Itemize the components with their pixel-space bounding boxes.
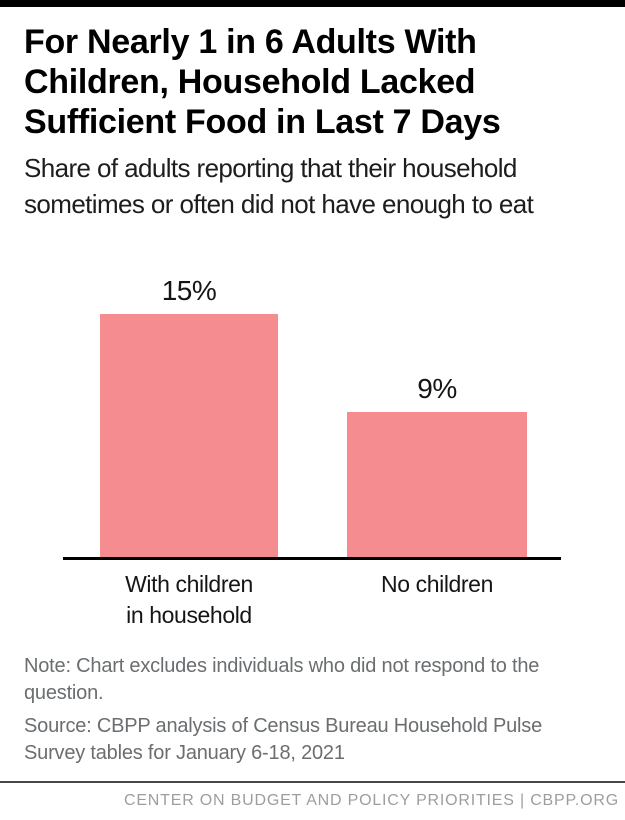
chart-note-line-1: Note: Chart excludes individuals who did… bbox=[24, 655, 540, 677]
category-label-with-children-line-1: With children bbox=[125, 571, 253, 597]
chart-note: Note: Chart excludes individuals who did… bbox=[24, 653, 609, 707]
chart-title-line-1: For Nearly 1 in 6 Adults With bbox=[24, 23, 477, 61]
category-label-no-children: No children bbox=[287, 569, 587, 600]
bar-no-children bbox=[347, 412, 527, 560]
footer-divider bbox=[0, 781, 625, 783]
footer-branding: CENTER ON BUDGET AND POLICY PRIORITIES |… bbox=[123, 792, 619, 809]
bar-with-children bbox=[100, 314, 278, 560]
category-label-with-children: With children in household bbox=[39, 569, 339, 631]
bar-value-label-no-children: 9% bbox=[417, 373, 457, 404]
x-axis-baseline bbox=[63, 557, 561, 560]
chart-source-line-1: Source: CBPP analysis of Census Bureau H… bbox=[24, 715, 543, 737]
chart-source: Source: CBPP analysis of Census Bureau H… bbox=[24, 713, 609, 767]
top-accent-bar bbox=[0, 0, 625, 7]
chart-subtitle-line-1: Share of adults reporting that their hou… bbox=[24, 153, 517, 183]
chart-title-line-2: Children, Household Lacked bbox=[24, 63, 476, 101]
category-label-with-children-line-2: in household bbox=[126, 602, 252, 628]
bar-value-label-with-children: 15% bbox=[161, 275, 217, 306]
chart-subtitle-line-2: sometimes or often did not have enough t… bbox=[24, 189, 534, 219]
chart-subtitle: Share of adults reporting that their hou… bbox=[24, 150, 609, 222]
chart-title-line-3: Sufficient Food in Last 7 Days bbox=[24, 103, 501, 141]
chart-title: For Nearly 1 in 6 Adults With Children, … bbox=[24, 22, 609, 142]
chart-source-line-2: Survey tables for January 6-18, 2021 bbox=[24, 742, 345, 764]
category-label-no-children-line-1: No children bbox=[381, 571, 493, 597]
chart-note-line-2: question. bbox=[24, 682, 104, 704]
